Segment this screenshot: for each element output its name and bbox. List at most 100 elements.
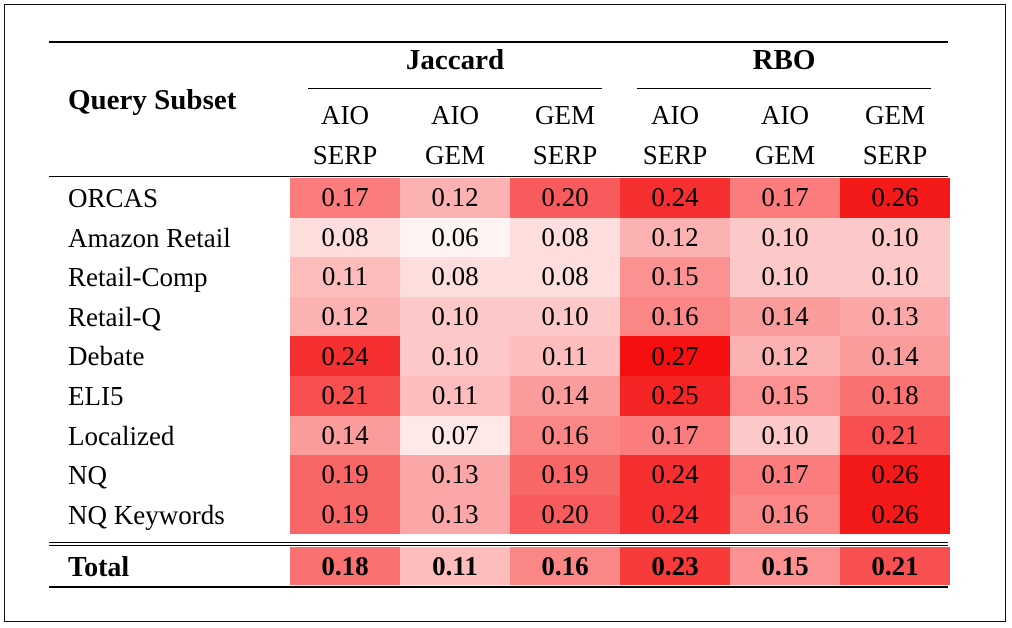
heat-cell: 0.12 <box>290 296 400 337</box>
heat-cell: 0.10 <box>730 257 840 297</box>
heat-cell: 0.08 <box>400 257 510 297</box>
heat-cell: 0.10 <box>400 336 510 376</box>
total-cell: 0.16 <box>510 547 620 585</box>
heat-cell: 0.20 <box>510 178 620 218</box>
heat-cell: 0.26 <box>840 178 950 218</box>
heat-cell: 0.21 <box>840 415 950 456</box>
heat-cell: 0.13 <box>840 296 950 337</box>
heat-cell: 0.10 <box>400 296 510 337</box>
column-header: AIO SERP <box>620 95 730 175</box>
heat-cell: 0.26 <box>840 455 950 495</box>
row-label: NQ <box>68 460 107 491</box>
heat-cell: 0.10 <box>730 217 840 258</box>
heat-cell: 0.12 <box>730 336 840 376</box>
heat-cell: 0.20 <box>510 494 620 535</box>
group-rule-jaccard <box>308 88 602 89</box>
heat-cell: 0.24 <box>620 494 730 535</box>
heat-cell: 0.19 <box>290 494 400 535</box>
column-header-line: GEM <box>535 100 595 130</box>
heat-cell: 0.17 <box>730 455 840 495</box>
header-rule <box>49 176 948 177</box>
heat-cell: 0.14 <box>290 415 400 456</box>
heat-cell: 0.16 <box>510 415 620 456</box>
heat-cell: 0.08 <box>510 217 620 258</box>
heat-cell: 0.14 <box>730 296 840 337</box>
heat-cell: 0.10 <box>730 415 840 456</box>
heat-cell: 0.24 <box>290 336 400 376</box>
heat-cell: 0.11 <box>400 376 510 416</box>
row-label: NQ Keywords <box>68 499 225 530</box>
heat-cell: 0.13 <box>400 455 510 495</box>
heat-cell: 0.17 <box>290 178 400 218</box>
heat-cell: 0.21 <box>290 376 400 416</box>
heat-cell: 0.18 <box>840 376 950 416</box>
heat-cell: 0.10 <box>840 217 950 258</box>
row-label: ORCAS <box>68 183 159 213</box>
column-header-line: GEM <box>755 140 815 170</box>
heat-cell: 0.19 <box>510 455 620 495</box>
total-cell: 0.23 <box>620 547 730 585</box>
total-cell: 0.18 <box>290 547 400 585</box>
row-label: Retail-Comp <box>68 262 208 293</box>
top-rule <box>49 41 948 43</box>
row-label: Retail-Q <box>68 301 161 332</box>
heat-cell: 0.07 <box>400 415 510 456</box>
heat-cell: 0.16 <box>620 296 730 337</box>
heat-cell: 0.11 <box>290 257 400 297</box>
column-header-line: SERP <box>312 140 378 170</box>
row-label: Amazon Retail <box>68 222 231 253</box>
column-header: AIO SERP <box>290 95 400 175</box>
column-header-line: GEM <box>425 140 485 170</box>
figure-frame: Query Subset Jaccard RBO AIO SERP AIO GEM GE… <box>4 4 1006 622</box>
group-rule-rbo <box>637 88 931 89</box>
heat-cell: 0.14 <box>510 376 620 416</box>
heat-cell: 0.10 <box>510 296 620 337</box>
heat-cell: 0.13 <box>400 494 510 535</box>
heat-cell: 0.24 <box>620 455 730 495</box>
column-header: GEM SERP <box>840 95 950 175</box>
heat-cell: 0.27 <box>620 336 730 376</box>
heat-cell: 0.15 <box>730 376 840 416</box>
total-label: Total <box>68 552 130 583</box>
heat-cell: 0.25 <box>620 376 730 416</box>
column-header-line: SERP <box>862 140 928 170</box>
heat-cell: 0.17 <box>730 178 840 218</box>
group-header-rbo: RBO <box>752 44 816 76</box>
heat-cell: 0.17 <box>620 415 730 456</box>
results-table: Query Subset Jaccard RBO AIO SERP AIO GEM GE… <box>49 41 950 589</box>
heat-cell: 0.12 <box>400 178 510 218</box>
heat-cell: 0.08 <box>290 217 400 258</box>
heat-cell: 0.06 <box>400 217 510 258</box>
group-header-jaccard: Jaccard <box>405 44 505 76</box>
heat-cell: 0.12 <box>620 217 730 258</box>
heat-cell: 0.26 <box>840 494 950 535</box>
column-header-line: AIO <box>321 100 369 130</box>
heat-cell: 0.19 <box>290 455 400 495</box>
heat-cell: 0.11 <box>510 336 620 376</box>
row-label: Localized <box>68 420 175 451</box>
column-header-line: AIO <box>761 100 809 130</box>
column-header: AIO GEM <box>730 95 840 175</box>
column-header: AIO GEM <box>400 95 510 175</box>
heat-cell: 0.15 <box>620 257 730 297</box>
total-cell: 0.15 <box>730 547 840 585</box>
row-label: Debate <box>68 341 145 372</box>
column-header-line: AIO <box>431 100 479 130</box>
heat-cell: 0.24 <box>620 178 730 218</box>
heat-cell: 0.14 <box>840 336 950 376</box>
total-rule-lower <box>49 545 948 546</box>
column-header-line: SERP <box>642 140 708 170</box>
column-header-line: GEM <box>865 100 925 130</box>
heat-cell: 0.16 <box>730 494 840 535</box>
total-cell: 0.21 <box>840 547 950 585</box>
total-cell: 0.11 <box>400 547 510 585</box>
row-label: ELI5 <box>68 381 124 411</box>
column-header: GEM SERP <box>510 95 620 175</box>
bottom-rule <box>49 586 948 588</box>
total-rule-upper <box>49 542 948 543</box>
heat-cell: 0.10 <box>840 257 950 297</box>
heat-cell: 0.08 <box>510 257 620 297</box>
column-header-line: SERP <box>532 140 598 170</box>
row-header-label: Query Subset <box>68 84 237 116</box>
column-header-line: AIO <box>651 100 699 130</box>
